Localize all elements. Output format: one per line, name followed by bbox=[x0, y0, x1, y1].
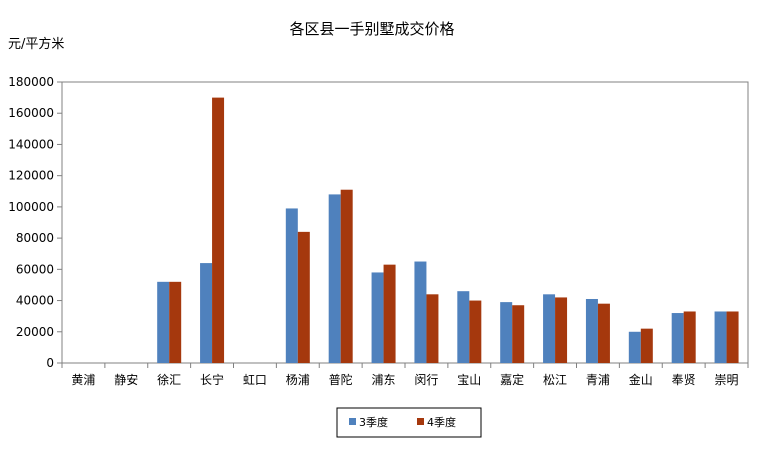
bar-q3 bbox=[714, 311, 727, 363]
bar-q4 bbox=[383, 264, 396, 363]
bar-q4 bbox=[212, 97, 225, 363]
y-axis-unit-label: 元/平方米 bbox=[8, 36, 64, 52]
x-tick-label: 徐汇 bbox=[157, 372, 181, 387]
bar-q3 bbox=[457, 291, 470, 363]
bar-q4 bbox=[512, 305, 525, 363]
bar-q3 bbox=[200, 263, 213, 363]
bar-q3 bbox=[157, 281, 170, 363]
y-tick-label: 100000 bbox=[8, 200, 54, 214]
y-axis: 0 20000 40000 60000 80000 100000 120000 140000 1… bbox=[8, 75, 62, 370]
x-tick-label: 静安 bbox=[114, 372, 138, 387]
legend: 3季度 4季度 bbox=[336, 407, 482, 438]
x-axis: 黄浦 静安 徐汇 长宁 虹口 杨浦 普陀 浦东 闵行 宝山 嘉定 松江 青浦 金山 奉贤 崇明 bbox=[61, 363, 749, 387]
y-tick-label: 0 bbox=[46, 356, 54, 370]
y-tick-label: 140000 bbox=[8, 137, 54, 151]
legend-label-q4: 4季度 bbox=[427, 415, 456, 429]
x-tick-label: 嘉定 bbox=[500, 372, 524, 387]
bar-q4 bbox=[683, 311, 696, 363]
bar-q4 bbox=[469, 300, 482, 363]
bar-q4 bbox=[597, 303, 610, 363]
y-tick-label: 20000 bbox=[16, 325, 54, 339]
legend-label-q3: 3季度 bbox=[359, 415, 388, 429]
bar-q3 bbox=[414, 261, 427, 363]
x-tick-label: 长宁 bbox=[200, 372, 224, 387]
legend-box bbox=[336, 407, 482, 438]
y-tick-label: 180000 bbox=[8, 75, 54, 89]
bar-q3 bbox=[585, 298, 598, 363]
bars bbox=[157, 97, 739, 363]
bar-q4 bbox=[297, 231, 310, 363]
bar-q3 bbox=[285, 208, 298, 363]
bar-q3 bbox=[543, 294, 556, 363]
x-tick-label: 闵行 bbox=[414, 372, 438, 387]
x-tick-label: 普陀 bbox=[329, 372, 353, 387]
bar-q3 bbox=[328, 194, 341, 363]
bar-q4 bbox=[640, 328, 653, 363]
bar-q3 bbox=[500, 302, 513, 363]
legend-swatch-q3 bbox=[349, 418, 356, 425]
x-tick-label: 杨浦 bbox=[286, 372, 310, 387]
bar-q3 bbox=[628, 331, 641, 363]
x-tick-label: 崇明 bbox=[715, 373, 739, 387]
x-tick-label: 青浦 bbox=[586, 373, 610, 387]
bar-q4 bbox=[726, 311, 739, 363]
bar-q4 bbox=[555, 297, 568, 363]
bar-q4 bbox=[169, 281, 182, 363]
legend-swatch-q4 bbox=[417, 418, 424, 425]
chart-title: 各区县一手别墅成交价格 bbox=[289, 20, 454, 38]
x-tick-label: 浦东 bbox=[372, 373, 396, 387]
y-tick-label: 120000 bbox=[8, 169, 54, 183]
bar-q3 bbox=[671, 313, 684, 363]
bar-q4 bbox=[426, 294, 439, 363]
y-tick-label: 60000 bbox=[16, 262, 54, 276]
bar-q4 bbox=[340, 189, 353, 363]
y-tick-label: 80000 bbox=[16, 231, 54, 245]
y-tick-label: 40000 bbox=[16, 294, 54, 308]
y-tick-label: 160000 bbox=[8, 106, 54, 120]
x-tick-label: 虹口 bbox=[243, 373, 267, 387]
x-tick-label: 宝山 bbox=[457, 373, 481, 387]
x-tick-label: 黄浦 bbox=[71, 373, 95, 387]
x-tick-label: 奉贤 bbox=[672, 373, 696, 387]
x-tick-label: 金山 bbox=[629, 372, 653, 387]
x-tick-label: 松江 bbox=[543, 373, 567, 387]
bar-q3 bbox=[371, 272, 384, 363]
